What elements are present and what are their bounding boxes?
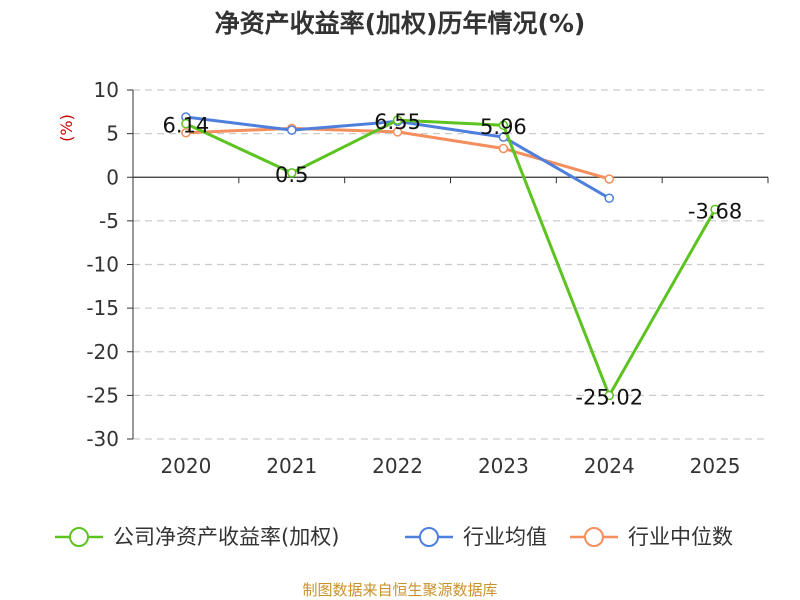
legend-item: 行业中位数 (570, 525, 733, 549)
y-axis-unit: (%) (57, 114, 76, 142)
chart-title: 净资产收益率(加权)历年情况(%) (215, 9, 586, 38)
series (181, 112, 720, 401)
data-point (287, 125, 297, 135)
legend-label: 行业中位数 (628, 525, 733, 549)
data-point (498, 120, 509, 130)
data-point (392, 127, 403, 137)
source-note: 制图数据来自恒生聚源数据库 (302, 581, 497, 599)
grid (133, 89, 768, 440)
x-tick-label: 2025 (690, 454, 741, 478)
legend-swatch-marker (419, 527, 439, 547)
x-tick-label: 2024 (584, 454, 635, 478)
axes: 10 5 0 -5 -10 -15 -20 -25 -30 2020 2021 2022 2023 202… (86, 78, 769, 478)
legend-label: 行业均值 (463, 525, 547, 549)
legend-swatch-marker (69, 527, 89, 547)
legend-item: 行业均值 (405, 525, 547, 549)
y-tick-label: 10 (94, 78, 119, 102)
series-line (185, 118, 717, 398)
x-tick-label: 2021 (266, 454, 317, 478)
data-point (287, 168, 297, 178)
data-point (604, 390, 614, 401)
y-tick-label: 0 (106, 165, 119, 189)
data-label: -3.68 (688, 199, 742, 223)
data-point (392, 115, 403, 125)
data-point (181, 118, 191, 129)
y-tick-label: -10 (86, 253, 119, 277)
data-label: 0.5 (275, 163, 308, 187)
legend: 公司净资产收益率(加权) 行业均值 行业中位数 (55, 525, 733, 549)
data-point (181, 128, 191, 138)
data-label: 5.96 (480, 115, 527, 139)
data-point (498, 143, 509, 154)
data-label: -25.02 (575, 386, 643, 410)
data-labels: 6.14 0.5 6.55 5.96 -25.02 -3.68 (163, 110, 743, 409)
y-tick-label: 5 (106, 122, 119, 146)
x-tick-label: 2023 (478, 454, 529, 478)
data-label: 6.55 (374, 110, 421, 134)
y-tick-label: -15 (86, 296, 119, 320)
legend-label: 公司净资产收益率(加权) (113, 525, 339, 549)
data-point (710, 204, 720, 215)
data-point (604, 193, 614, 203)
legend-swatch-marker (584, 527, 604, 547)
legend-item: 公司净资产收益率(加权) (55, 525, 339, 549)
y-tick-label: -20 (86, 340, 119, 364)
y-tick-label: -30 (86, 427, 119, 451)
data-label: 6.14 (163, 114, 210, 138)
y-tick-label: -5 (99, 209, 119, 233)
x-tick-label: 2022 (372, 454, 423, 478)
data-point (604, 174, 614, 184)
y-tick-label: -25 (86, 383, 119, 407)
x-tick-label: 2020 (160, 454, 211, 478)
